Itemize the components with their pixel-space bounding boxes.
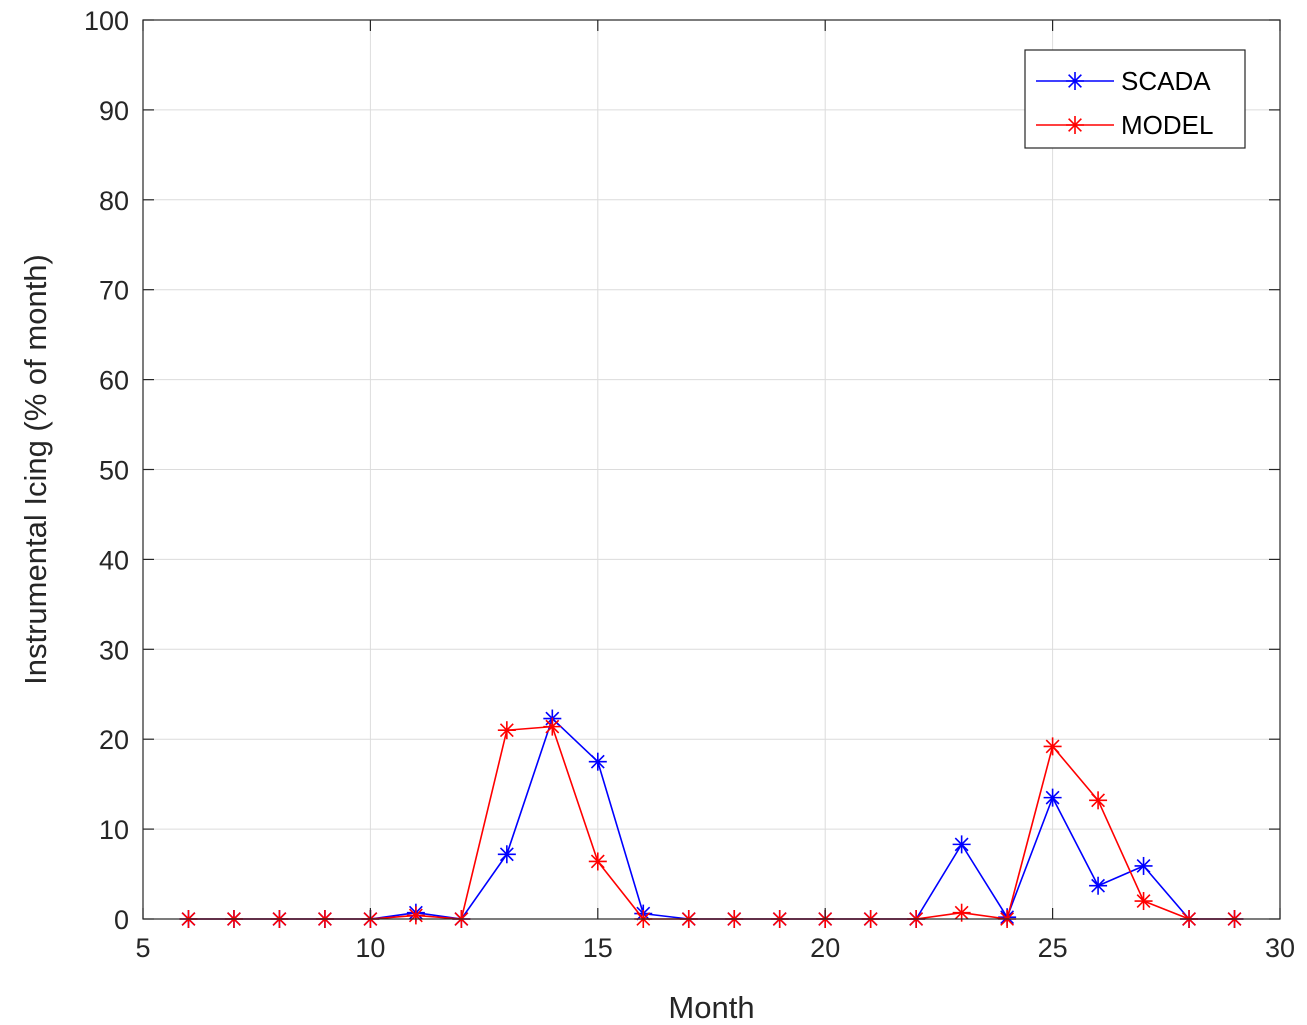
x-axis-title: Month (668, 990, 754, 1025)
marker-stroke (499, 847, 514, 862)
y-tick-label: 50 (99, 456, 129, 486)
legend-item-scada: SCADA (1036, 66, 1211, 96)
marker-stroke (1136, 859, 1151, 873)
data-point-scada (952, 835, 971, 854)
marker-stroke (954, 905, 969, 920)
data-point-model (588, 852, 607, 871)
legend: SCADA MODEL (1024, 49, 1246, 149)
x-tick-label: 30 (1265, 933, 1295, 963)
y-tick-labels: 0 10 20 30 40 50 60 70 80 90 100 (84, 6, 129, 935)
marker-stroke (1045, 790, 1060, 805)
y-axis-title: Instrumental Icing (% of month) (18, 254, 53, 685)
data-point-model (1089, 791, 1108, 810)
data-point-model (1043, 737, 1062, 756)
y-tick-label: 80 (99, 186, 129, 216)
marker-stroke (499, 723, 514, 738)
x-tick-label: 20 (810, 933, 840, 963)
marker-stroke (1068, 118, 1082, 132)
marker-stroke (590, 854, 605, 869)
data-point-model (406, 906, 425, 925)
y-tick-label: 30 (99, 635, 129, 665)
ticks (142, 19, 1281, 920)
data-point-scada (1089, 876, 1108, 895)
y-tick-label: 70 (99, 276, 129, 306)
legend-marker-model (1066, 116, 1084, 134)
grid (142, 19, 1281, 920)
x-tick-label: 15 (583, 933, 613, 963)
y-tick-label: 40 (99, 545, 129, 575)
x-tick-label: 25 (1038, 933, 1068, 963)
legend-label-model: MODEL (1121, 110, 1213, 140)
x-tick-label: 5 (135, 933, 150, 963)
y-tick-label: 90 (99, 96, 129, 126)
marker-stroke (590, 754, 605, 769)
legend-label-scada: SCADA (1121, 66, 1211, 96)
marker-stroke (954, 837, 969, 852)
x-tick-labels: 5 10 15 20 25 30 (135, 933, 1295, 963)
legend-item-model: MODEL (1036, 110, 1213, 140)
marker-stroke (408, 908, 423, 923)
marker-stroke (1136, 894, 1151, 908)
marker-stroke (545, 719, 560, 734)
data-point-model (1134, 892, 1153, 911)
marker-stroke (1068, 74, 1082, 88)
data-point-scada (497, 845, 516, 864)
y-tick-label: 0 (114, 905, 129, 935)
legend-marker-scada (1066, 72, 1084, 90)
marker-stroke (1045, 739, 1060, 754)
marker-stroke (1091, 878, 1106, 893)
y-tick-label: 10 (99, 815, 129, 845)
y-tick-label: 20 (99, 725, 129, 755)
data-point-scada (588, 752, 607, 771)
y-tick-label: 60 (99, 366, 129, 396)
data-point-model (543, 717, 562, 736)
marker-stroke (1091, 793, 1106, 808)
data-point-scada (1043, 788, 1062, 807)
data-point-scada (1134, 856, 1153, 875)
x-tick-label: 10 (355, 933, 385, 963)
data-point-model (497, 721, 516, 740)
y-tick-label: 100 (84, 6, 129, 36)
legend-box (1024, 49, 1246, 149)
